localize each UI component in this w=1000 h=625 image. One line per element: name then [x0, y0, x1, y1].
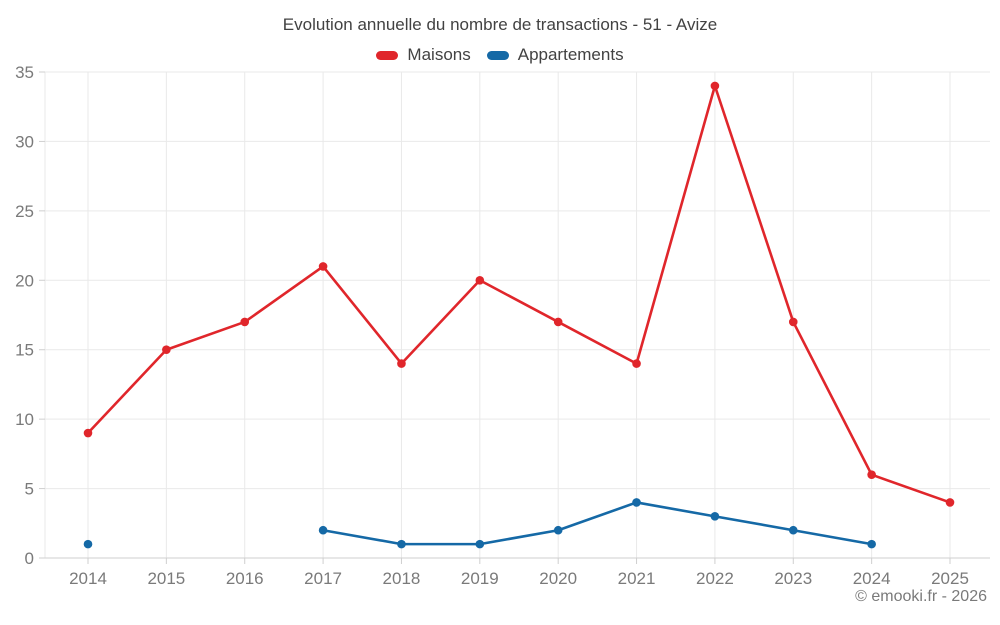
data-point [788, 525, 798, 535]
x-tick-label: 2023 [774, 569, 812, 588]
x-tick-label: 2024 [853, 569, 891, 588]
x-tick-label: 2019 [461, 569, 499, 588]
x-tick-label: 2022 [696, 569, 734, 588]
x-tick-label: 2020 [539, 569, 577, 588]
legend-item-appartements[interactable]: Appartements [486, 45, 624, 65]
series-maisons [83, 81, 955, 507]
y-tick-label: 5 [25, 480, 34, 499]
y-tick-label: 15 [15, 341, 34, 360]
y-tick-label: 10 [15, 410, 34, 429]
x-tick-label: 2025 [931, 569, 969, 588]
gridlines [44, 71, 990, 558]
legend-label-maisons: Maisons [407, 45, 471, 64]
x-tick-label: 2015 [147, 569, 185, 588]
data-point [553, 317, 563, 327]
data-point [710, 81, 720, 91]
data-point [788, 317, 798, 327]
data-point [318, 525, 328, 535]
chart-legend: Maisons Appartements [0, 45, 1000, 65]
axes [39, 71, 990, 564]
data-point [632, 359, 641, 368]
y-tick-label: 0 [25, 549, 34, 568]
data-point [397, 359, 406, 368]
x-tick-label: 2014 [69, 569, 107, 588]
appartements-swatch-icon [486, 50, 509, 60]
data-point [632, 498, 641, 507]
y-tick-label: 30 [15, 132, 34, 151]
series-appartements [83, 498, 876, 549]
series-line [321, 501, 873, 546]
data-point [867, 539, 876, 549]
data-point [240, 317, 250, 327]
series-line [86, 84, 952, 504]
data-point [945, 498, 955, 507]
legend-item-maisons[interactable]: Maisons [376, 45, 471, 65]
data-point [710, 512, 720, 521]
y-tick-label: 35 [15, 63, 34, 82]
data-point [83, 539, 93, 549]
data-point [397, 539, 406, 549]
legend-label-appartements: Appartements [517, 45, 624, 64]
data-point [475, 275, 485, 285]
x-tick-label: 2021 [618, 569, 656, 588]
x-tick-label: 2017 [304, 569, 342, 588]
y-tick-label: 20 [15, 271, 34, 290]
x-tick-label: 2018 [383, 569, 421, 588]
attribution-text: © emooki.fr - 2026 [855, 588, 987, 605]
y-tick-label: 25 [15, 202, 34, 221]
data-point [162, 345, 171, 355]
x-tick-label: 2016 [226, 569, 264, 588]
data-point [475, 539, 485, 549]
data-point [867, 470, 876, 479]
data-point [83, 428, 93, 438]
chart-title: Evolution annuelle du nombre de transact… [282, 15, 718, 34]
maisons-swatch-icon [376, 50, 399, 60]
data-point [553, 525, 563, 535]
data-point [318, 262, 328, 271]
